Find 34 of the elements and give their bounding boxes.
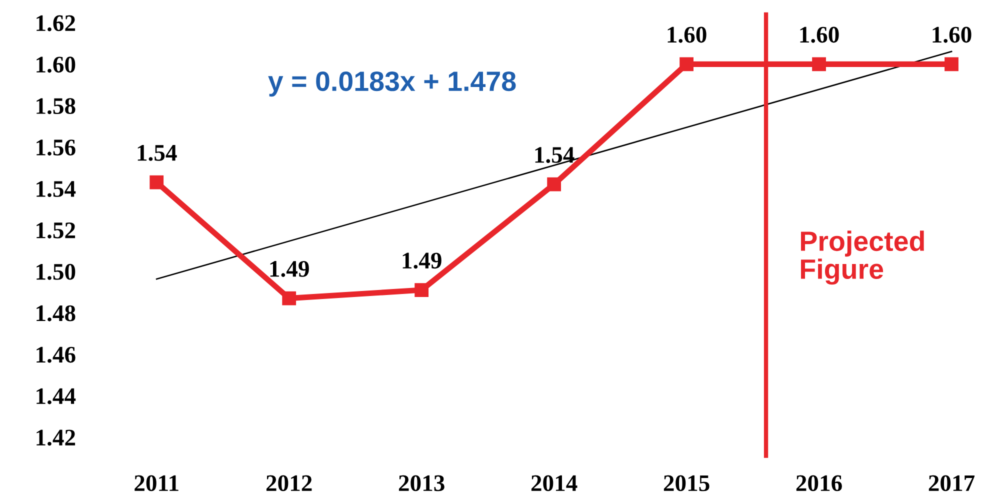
point — [944, 57, 958, 72]
data-label: 1.60 — [932, 26, 972, 43]
y-tick-label: 1.50 — [36, 264, 76, 280]
point — [282, 291, 296, 306]
y-tick-label: 1.62 — [36, 15, 76, 32]
annotation: y = 0.0183x + 1.478 — [268, 71, 516, 97]
point — [812, 57, 826, 72]
x-tick-label: 2016 — [796, 475, 842, 492]
data-label: 1.60 — [668, 26, 706, 43]
x-tick-label: 2017 — [928, 475, 975, 492]
x-tick-label: 2012 — [266, 475, 312, 492]
y-tick-label: 1.42 — [36, 430, 76, 446]
ref-line-label: Projected Figure — [801, 230, 924, 285]
y-tick-label: 1.44 — [36, 388, 76, 404]
y-tick-label: 1.56 — [36, 140, 76, 156]
point — [547, 177, 562, 192]
x-tick-label: 2011 — [134, 475, 178, 492]
y-tick-label: 1.60 — [36, 56, 76, 73]
point — [150, 175, 164, 190]
y-tick-label: 1.48 — [36, 305, 76, 322]
x-tick-label: 2013 — [398, 475, 444, 492]
data-label: 1.54 — [138, 145, 177, 161]
data-label: 1.49 — [402, 252, 442, 269]
data-label: 1.60 — [800, 26, 839, 43]
y-tick-label: 1.46 — [36, 346, 76, 363]
point — [414, 283, 429, 297]
data-label: 1.54 — [535, 147, 574, 163]
x-tick-label: 2014 — [531, 475, 578, 492]
data-label: 1.49 — [270, 260, 309, 277]
x-tick-label: 2015 — [664, 475, 710, 492]
y-tick-label: 1.52 — [36, 222, 76, 238]
y-tick-label: 1.54 — [36, 181, 76, 198]
point — [680, 57, 694, 72]
y-tick-label: 1.58 — [36, 98, 76, 114]
